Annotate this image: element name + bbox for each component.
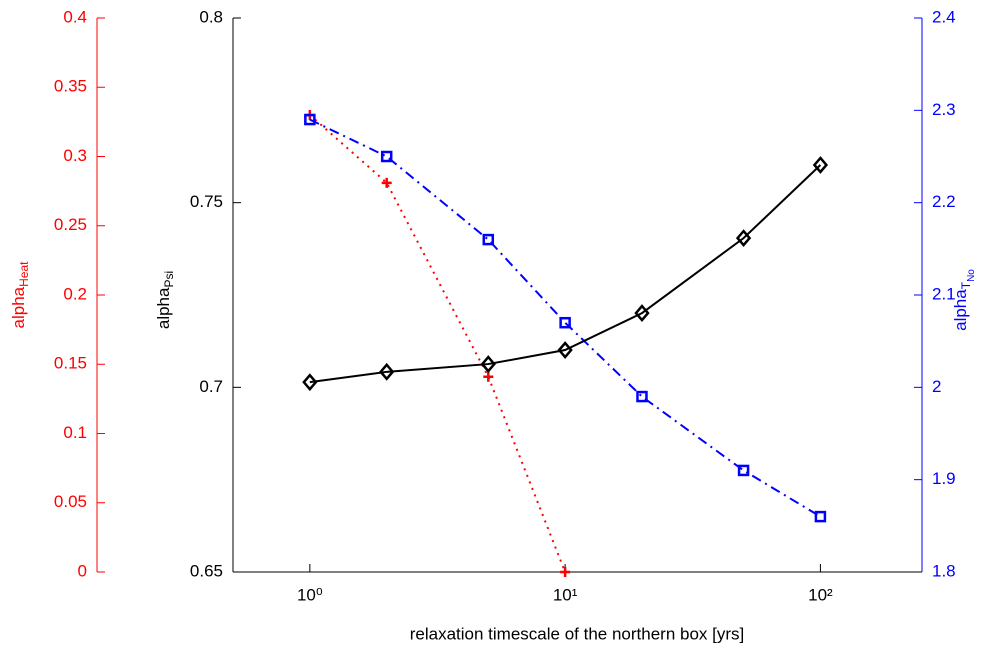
x-tick-label: 10¹ <box>553 585 578 604</box>
marker <box>634 304 650 323</box>
y-axis-label: alphaHeat <box>9 261 31 329</box>
y-tick-label: 0.3 <box>63 146 87 165</box>
marker <box>557 341 573 359</box>
y-tick-label: 2.2 <box>932 192 956 211</box>
y-axis-label: alphaPsi <box>154 271 176 329</box>
y-tick-label: 2.4 <box>932 7 956 26</box>
marker <box>559 316 571 329</box>
marker <box>482 233 495 246</box>
x-tick-label: 10² <box>808 585 833 604</box>
marker <box>483 371 494 382</box>
x-tick-label: 10⁰ <box>297 585 323 604</box>
label-subsub: No <box>966 269 977 282</box>
y-tick-label: 0.4 <box>63 7 87 26</box>
y-tick-label: 1.9 <box>932 469 956 488</box>
x-axis-label: relaxation timescale of the northern box… <box>410 624 745 643</box>
label-sub: T <box>959 281 973 289</box>
y-tick-label: 0.1 <box>63 423 87 442</box>
series-line <box>309 114 567 573</box>
y-tick-label: 0.25 <box>54 215 87 234</box>
y-tick-label: 0.65 <box>190 561 223 580</box>
y-tick-label: 0.05 <box>54 492 87 511</box>
marker <box>735 229 752 248</box>
marker <box>379 362 395 381</box>
marker <box>302 373 318 392</box>
label-main: alpha <box>951 289 970 331</box>
label-sub: Heat <box>17 261 31 287</box>
y-tick-label: 2.1 <box>932 284 956 303</box>
y-tick-label: 0.35 <box>54 77 87 96</box>
y-tick-label: 2.3 <box>932 100 956 119</box>
y-tick-label: 2 <box>932 377 941 396</box>
y-tick-label: 0.7 <box>199 377 223 396</box>
marker <box>737 464 750 477</box>
y-tick-label: 0.8 <box>199 7 223 26</box>
y-tick-label: 1.8 <box>932 561 956 580</box>
label-main: alpha <box>9 286 28 328</box>
marker <box>304 113 316 126</box>
y-tick-label: 0.75 <box>190 192 223 211</box>
marker <box>381 177 392 188</box>
series-line <box>309 164 822 384</box>
y-tick-label: 0.2 <box>63 284 87 303</box>
marker <box>380 150 393 163</box>
marker <box>812 156 829 174</box>
marker <box>560 567 571 577</box>
marker <box>814 510 827 523</box>
label-main: alpha <box>154 287 173 329</box>
y-tick-label: 0.15 <box>54 354 87 373</box>
marker <box>636 390 648 403</box>
label-sub: Psi <box>162 271 176 288</box>
marker <box>480 355 496 373</box>
y-axis-label: alphaTNo <box>951 269 976 331</box>
y-tick-label: 0 <box>78 561 87 580</box>
